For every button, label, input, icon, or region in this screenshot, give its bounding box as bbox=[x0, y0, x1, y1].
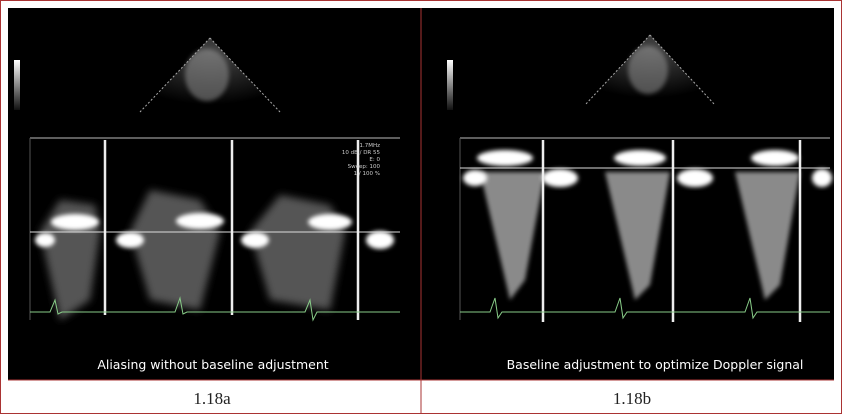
scan-setting: 1.7MHz bbox=[359, 143, 380, 149]
figure-label: 1.18b bbox=[613, 389, 651, 408]
scan-setting: 10 dB / DR 55 bbox=[342, 150, 381, 156]
figure-svg: 1.7MHz10 dB / DR 55E: 0Sweep: 1001 / 100… bbox=[0, 0, 842, 414]
caption: Baseline adjustment to optimize Doppler … bbox=[507, 357, 804, 372]
figure-label: 1.18a bbox=[193, 389, 231, 408]
scan-setting: E: 0 bbox=[369, 157, 380, 163]
scan-setting: Sweep: 100 bbox=[348, 164, 381, 170]
caption: Aliasing without baseline adjustment bbox=[97, 357, 328, 372]
figure: 1.7MHz10 dB / DR 55E: 0Sweep: 1001 / 100… bbox=[0, 0, 842, 414]
scan-setting: 1 / 100 % bbox=[354, 171, 380, 177]
